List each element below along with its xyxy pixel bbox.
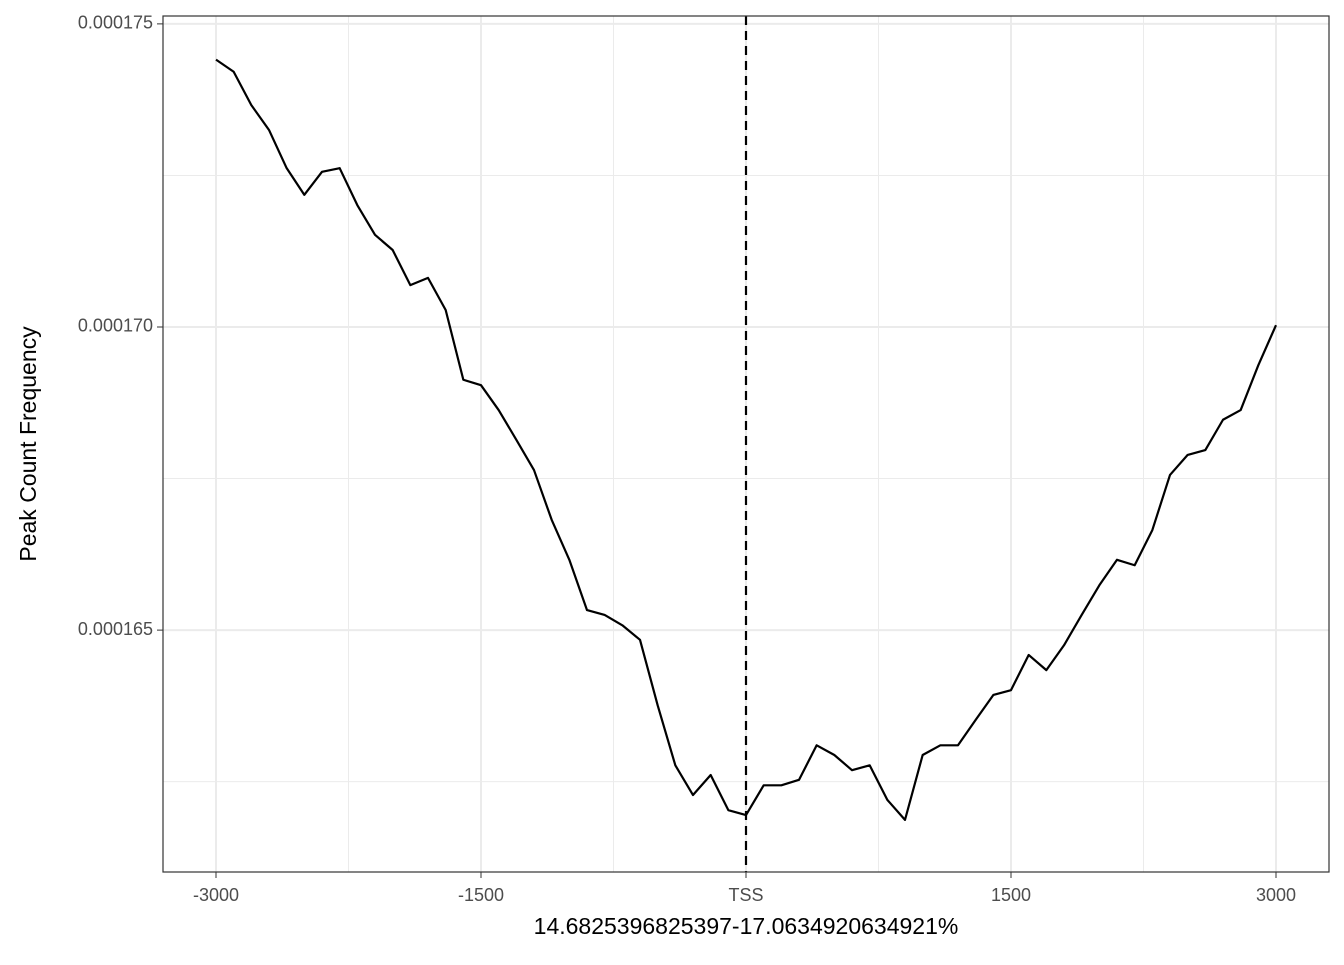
x-tick-label: 3000	[1256, 885, 1296, 905]
x-tick-label: 1500	[991, 885, 1031, 905]
plot-border	[162, 15, 1330, 873]
x-axis-label: 14.6825396825397-17.0634920634921%	[534, 913, 959, 939]
y-axis-label: Peak Count Frequency	[15, 326, 41, 562]
y-tick-label: 0.000165	[78, 619, 153, 639]
x-tick-label: -1500	[458, 885, 504, 905]
y-tick-label: 0.000175	[78, 13, 153, 33]
x-tick-label: TSS	[728, 885, 763, 905]
x-tick-label: -3000	[193, 885, 239, 905]
y-tick-label: 0.000170	[78, 316, 153, 336]
